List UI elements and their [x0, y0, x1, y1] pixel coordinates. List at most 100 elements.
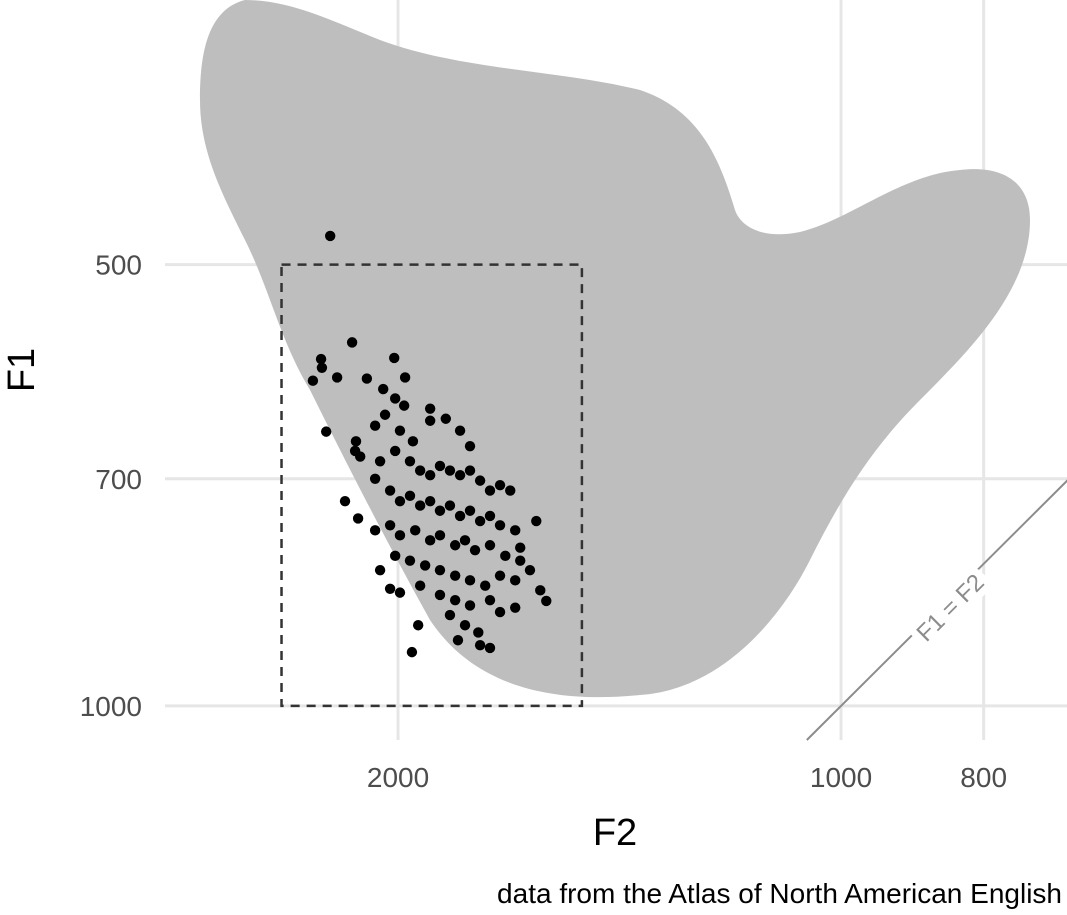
- point: [414, 465, 426, 476]
- x-tick-label: 2000: [367, 762, 429, 793]
- point: [384, 583, 396, 595]
- point: [369, 420, 381, 431]
- point: [484, 594, 496, 606]
- point: [424, 469, 436, 481]
- point: [484, 510, 496, 522]
- point: [484, 642, 496, 654]
- point: [331, 372, 343, 383]
- point: [404, 456, 416, 467]
- point: [404, 490, 416, 502]
- point: [374, 564, 386, 576]
- point: [474, 515, 486, 527]
- point: [464, 600, 476, 611]
- point: [474, 639, 486, 651]
- point: [389, 393, 401, 404]
- point: [394, 587, 406, 598]
- point: [505, 485, 516, 496]
- point: [384, 485, 396, 496]
- point: [424, 535, 436, 546]
- point: [424, 495, 436, 507]
- selection-rect: [280, 263, 584, 708]
- point: [339, 495, 351, 507]
- point: [535, 585, 546, 596]
- point: [434, 589, 446, 601]
- point: [349, 445, 361, 457]
- point: [361, 373, 373, 384]
- point: [414, 580, 426, 591]
- point: [484, 540, 496, 551]
- point: [454, 425, 466, 436]
- y-tick-label: 500: [95, 250, 142, 281]
- point: [324, 230, 336, 242]
- point: [384, 520, 396, 531]
- point: [449, 594, 461, 606]
- point: [444, 465, 456, 476]
- point: [419, 560, 431, 571]
- point: [389, 550, 401, 562]
- point: [510, 602, 521, 613]
- point: [459, 535, 471, 546]
- point: [510, 575, 521, 586]
- point: [307, 375, 319, 386]
- y-tick-label: 700: [95, 464, 142, 495]
- point: [469, 544, 481, 556]
- point: [494, 606, 506, 618]
- point: [394, 495, 406, 507]
- point: [494, 570, 506, 581]
- point: [444, 500, 456, 511]
- point: [473, 627, 484, 638]
- point: [494, 479, 506, 491]
- point: [320, 426, 332, 437]
- point: [449, 540, 461, 551]
- reference-line-label: F1 = F2: [912, 569, 990, 647]
- point: [531, 515, 542, 527]
- point: [464, 465, 476, 476]
- x-tick-label: 1000: [810, 762, 872, 793]
- point: [524, 564, 536, 576]
- y-axis-label: F1: [1, 348, 43, 392]
- y-tick-label: 1000: [80, 691, 142, 722]
- point: [412, 620, 424, 631]
- point: [449, 570, 461, 581]
- caption: data from the Atlas of North American En…: [497, 878, 1062, 909]
- point: [474, 475, 486, 486]
- point: [484, 485, 496, 496]
- point: [444, 609, 456, 621]
- vowel-space-region: [200, 0, 1030, 698]
- point: [464, 505, 476, 516]
- point: [414, 500, 426, 511]
- point: [500, 550, 511, 562]
- point: [406, 646, 418, 658]
- point: [464, 440, 476, 452]
- point: [494, 520, 506, 531]
- point: [440, 413, 452, 424]
- point: [378, 383, 389, 395]
- point: [398, 400, 410, 411]
- point: [379, 409, 391, 420]
- point: [410, 525, 421, 536]
- point: [407, 436, 419, 447]
- point: [315, 353, 327, 365]
- x-tick-label: 800: [960, 762, 1007, 793]
- point: [541, 595, 552, 607]
- point: [459, 620, 471, 631]
- point: [454, 469, 466, 481]
- point: [389, 352, 400, 364]
- point: [434, 505, 446, 516]
- point: [346, 337, 358, 348]
- point: [434, 530, 446, 541]
- point: [404, 555, 416, 566]
- point: [480, 580, 491, 591]
- x-axis-label: F2: [593, 812, 637, 854]
- point: [316, 362, 328, 373]
- point: [452, 635, 464, 646]
- point: [510, 525, 521, 536]
- point: [424, 403, 436, 414]
- point: [369, 473, 381, 485]
- point: [369, 525, 381, 536]
- point: [399, 372, 411, 383]
- point: [394, 425, 406, 436]
- point: [464, 575, 476, 586]
- point: [350, 436, 362, 447]
